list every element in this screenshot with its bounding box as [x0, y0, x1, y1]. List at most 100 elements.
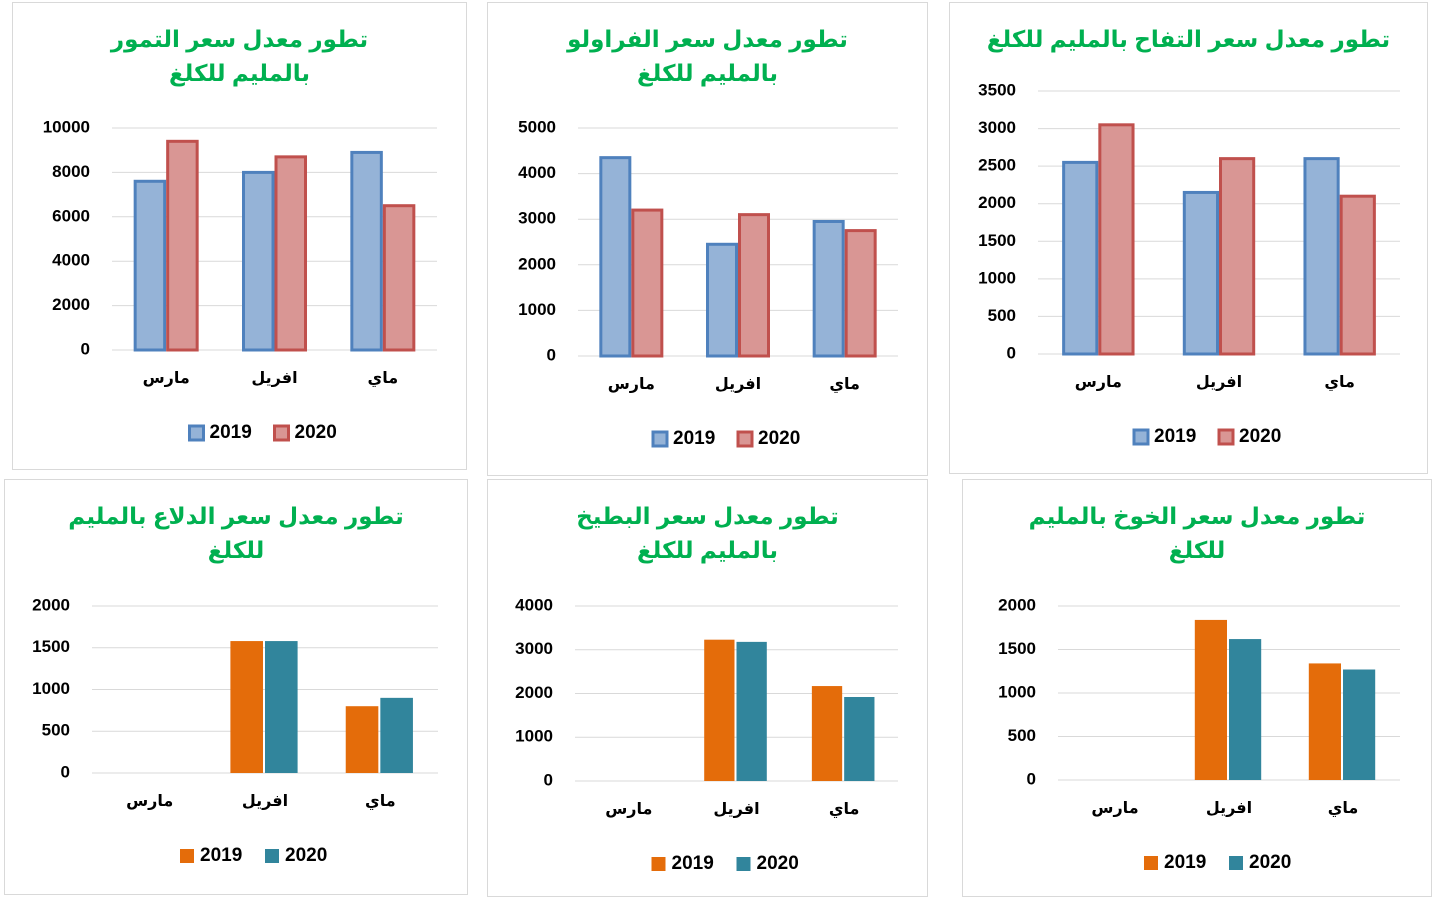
- bar: [1339, 194, 1376, 356]
- bar: [1062, 160, 1099, 356]
- x-tick-label: ماي: [829, 376, 860, 394]
- y-tick-label: 500: [1008, 726, 1036, 745]
- bar: [811, 686, 843, 781]
- chart-title: تطور معدل سعر الفراولو بالمليم للكلغ: [567, 26, 848, 86]
- y-tick-label: 2000: [998, 595, 1036, 614]
- chart-title: تطور معدل سعر التفاح بالمليم للكلغ: [986, 26, 1391, 52]
- bar: [599, 156, 632, 358]
- x-tick-label: ماي: [1324, 374, 1355, 392]
- x-tick-label: افريل: [242, 793, 288, 810]
- legend-label: 2020: [285, 845, 327, 866]
- bar: [1229, 639, 1262, 780]
- legend-label: 2020: [1249, 852, 1291, 873]
- bar: [1308, 663, 1341, 780]
- y-tick-label: 4000: [518, 163, 556, 182]
- chart-title: تطور معدل سعر الدلاع بالمليم للكلغ: [68, 503, 404, 563]
- y-tick-label: 0: [547, 345, 556, 364]
- bar: [230, 641, 263, 773]
- bar: [382, 204, 416, 352]
- y-tick-label: 2000: [32, 595, 70, 614]
- y-tick-label: 8000: [52, 162, 90, 181]
- bar: [350, 150, 383, 352]
- legend-swatch: [736, 430, 754, 448]
- bar: [706, 242, 738, 358]
- legend-swatch: [1229, 856, 1243, 870]
- y-tick-label: 1000: [515, 727, 553, 746]
- x-tick-label: مارس: [605, 801, 652, 818]
- y-tick-label: 500: [988, 306, 1016, 325]
- bar: [166, 139, 199, 352]
- y-tick-label: 1000: [32, 679, 70, 698]
- bar: [1098, 123, 1135, 356]
- panel-border: [949, 2, 1428, 474]
- legend-swatch: [273, 424, 290, 442]
- y-tick-label: 1000: [978, 268, 1016, 287]
- bar: [274, 155, 307, 352]
- x-tick-label: مارس: [608, 376, 655, 393]
- x-tick-label: مارس: [143, 370, 190, 387]
- y-tick-label: 0: [544, 770, 553, 789]
- x-tick-label: ماي: [368, 370, 399, 388]
- y-tick-label: 3000: [515, 639, 553, 658]
- y-tick-label: 1000: [998, 682, 1036, 701]
- bar: [1194, 619, 1227, 780]
- y-tick-label: 0: [81, 339, 90, 358]
- y-tick-label: 0: [1007, 343, 1016, 362]
- y-tick-label: 3000: [518, 209, 556, 228]
- legend-swatch: [265, 849, 279, 863]
- bar: [704, 639, 735, 781]
- legend-label: 2020: [758, 428, 800, 449]
- panel-border: [4, 479, 468, 895]
- x-tick-label: مارس: [1075, 374, 1122, 391]
- bar: [1343, 669, 1376, 780]
- legend-label: 2019: [1164, 852, 1206, 873]
- x-tick-label: افريل: [251, 370, 297, 387]
- y-tick-label: 1000: [518, 300, 556, 319]
- x-tick-label: ماي: [1328, 800, 1359, 818]
- y-tick-label: 2500: [978, 156, 1016, 175]
- y-tick-label: 2000: [978, 193, 1016, 212]
- y-tick-label: 6000: [52, 206, 90, 225]
- x-tick-label: مارس: [126, 793, 173, 810]
- legend-label: 2019: [200, 845, 242, 866]
- legend-swatch: [1132, 428, 1150, 446]
- y-tick-label: 0: [1027, 769, 1036, 788]
- chart-title: تطور معدل سعر التمور بالمليم للكلغ: [110, 26, 369, 86]
- x-tick-label: افريل: [1196, 374, 1242, 391]
- bar: [736, 641, 767, 781]
- bar: [1182, 190, 1220, 356]
- x-tick-label: افريل: [1206, 800, 1252, 817]
- bar: [844, 229, 877, 358]
- y-tick-label: 4000: [52, 251, 90, 270]
- legend-label: 2020: [757, 853, 799, 874]
- legend-label: 2019: [210, 422, 252, 443]
- x-tick-label: مارس: [1091, 800, 1138, 817]
- legend-swatch: [651, 430, 669, 448]
- x-tick-label: افريل: [713, 801, 759, 818]
- y-tick-label: 10000: [43, 117, 90, 136]
- y-tick-label: 5000: [518, 117, 556, 136]
- bar: [242, 170, 275, 352]
- x-tick-label: ماي: [365, 793, 396, 811]
- y-tick-label: 3500: [978, 80, 1016, 99]
- legend-label: 2019: [673, 428, 715, 449]
- bar: [1303, 157, 1340, 356]
- legend-swatch: [651, 857, 666, 871]
- y-tick-label: 2000: [518, 254, 556, 273]
- chart-title: تطور معدل سعر البطيخ بالمليم للكلغ: [576, 503, 839, 563]
- panel-border: [487, 2, 928, 476]
- bar: [812, 219, 845, 358]
- legend-swatch: [180, 849, 194, 863]
- legend-swatch: [1144, 856, 1158, 870]
- y-tick-label: 2000: [52, 295, 90, 314]
- bar: [345, 706, 379, 773]
- y-tick-label: 1500: [32, 637, 70, 656]
- bar: [738, 213, 770, 358]
- y-tick-label: 500: [42, 721, 70, 740]
- legend-label: 2019: [672, 853, 714, 874]
- y-tick-label: 3000: [978, 118, 1016, 137]
- x-tick-label: افريل: [715, 376, 761, 393]
- y-tick-label: 2000: [515, 683, 553, 702]
